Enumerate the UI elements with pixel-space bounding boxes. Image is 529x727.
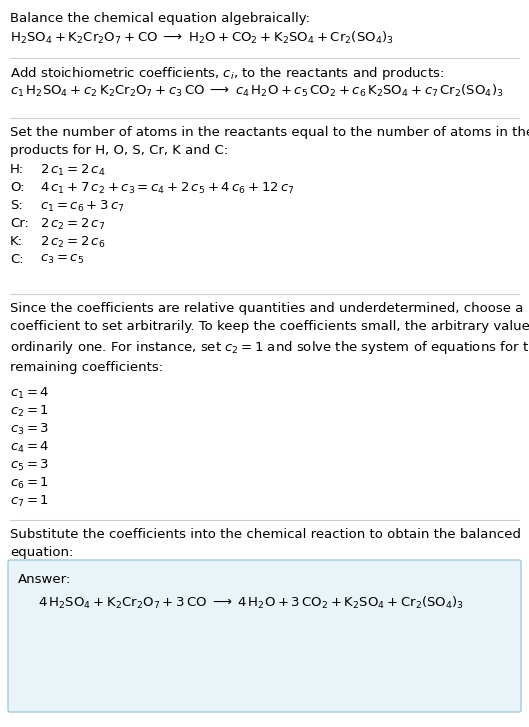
Text: S:: S: xyxy=(10,199,23,212)
Text: $c_3 = c_5$: $c_3 = c_5$ xyxy=(40,253,84,266)
Text: $c_1 = c_6 + 3\,c_7$: $c_1 = c_6 + 3\,c_7$ xyxy=(40,199,125,214)
Text: $\mathrm{H_2SO_4 + K_2Cr_2O_7 + CO} \;\longrightarrow\; \mathrm{H_2O + CO_2 + K_: $\mathrm{H_2SO_4 + K_2Cr_2O_7 + CO} \;\l… xyxy=(10,30,394,46)
Text: $2\,c_2 = 2\,c_7$: $2\,c_2 = 2\,c_7$ xyxy=(40,217,105,232)
Text: $4\,c_1 + 7\,c_2 + c_3 = c_4 + 2\,c_5 + 4\,c_6 + 12\,c_7$: $4\,c_1 + 7\,c_2 + c_3 = c_4 + 2\,c_5 + … xyxy=(40,181,295,196)
FancyBboxPatch shape xyxy=(8,560,521,712)
Text: C:: C: xyxy=(10,253,24,266)
Text: $c_3 = 3$: $c_3 = 3$ xyxy=(10,422,49,437)
Text: $c_5 = 3$: $c_5 = 3$ xyxy=(10,458,49,473)
Text: $c_2 = 1$: $c_2 = 1$ xyxy=(10,404,49,419)
Text: H:: H: xyxy=(10,163,24,176)
Text: $c_1\,\mathrm{H_2SO_4} + c_2\,\mathrm{K_2Cr_2O_7} + c_3\,\mathrm{CO} \;\longrigh: $c_1\,\mathrm{H_2SO_4} + c_2\,\mathrm{K_… xyxy=(10,83,504,99)
Text: O:: O: xyxy=(10,181,25,194)
Text: $c_6 = 1$: $c_6 = 1$ xyxy=(10,476,49,491)
Text: Balance the chemical equation algebraically:: Balance the chemical equation algebraica… xyxy=(10,12,310,25)
Text: Answer:: Answer: xyxy=(18,573,71,586)
Text: $4\,\mathrm{H_2SO_4} + \mathrm{K_2Cr_2O_7} + 3\,\mathrm{CO} \;\longrightarrow\; : $4\,\mathrm{H_2SO_4} + \mathrm{K_2Cr_2O_… xyxy=(38,595,464,611)
Text: $2\,c_2 = 2\,c_6$: $2\,c_2 = 2\,c_6$ xyxy=(40,235,105,250)
Text: Set the number of atoms in the reactants equal to the number of atoms in the
pro: Set the number of atoms in the reactants… xyxy=(10,126,529,157)
Text: $c_4 = 4$: $c_4 = 4$ xyxy=(10,440,49,455)
Text: Add stoichiometric coefficients, $c_i$, to the reactants and products:: Add stoichiometric coefficients, $c_i$, … xyxy=(10,65,444,82)
Text: $2\,c_1 = 2\,c_4$: $2\,c_1 = 2\,c_4$ xyxy=(40,163,106,178)
Text: Cr:: Cr: xyxy=(10,217,29,230)
Text: $c_7 = 1$: $c_7 = 1$ xyxy=(10,494,49,509)
Text: Since the coefficients are relative quantities and underdetermined, choose a
coe: Since the coefficients are relative quan… xyxy=(10,302,529,374)
Text: $c_1 = 4$: $c_1 = 4$ xyxy=(10,386,49,401)
Text: K:: K: xyxy=(10,235,23,248)
Text: Substitute the coefficients into the chemical reaction to obtain the balanced
eq: Substitute the coefficients into the che… xyxy=(10,528,521,559)
